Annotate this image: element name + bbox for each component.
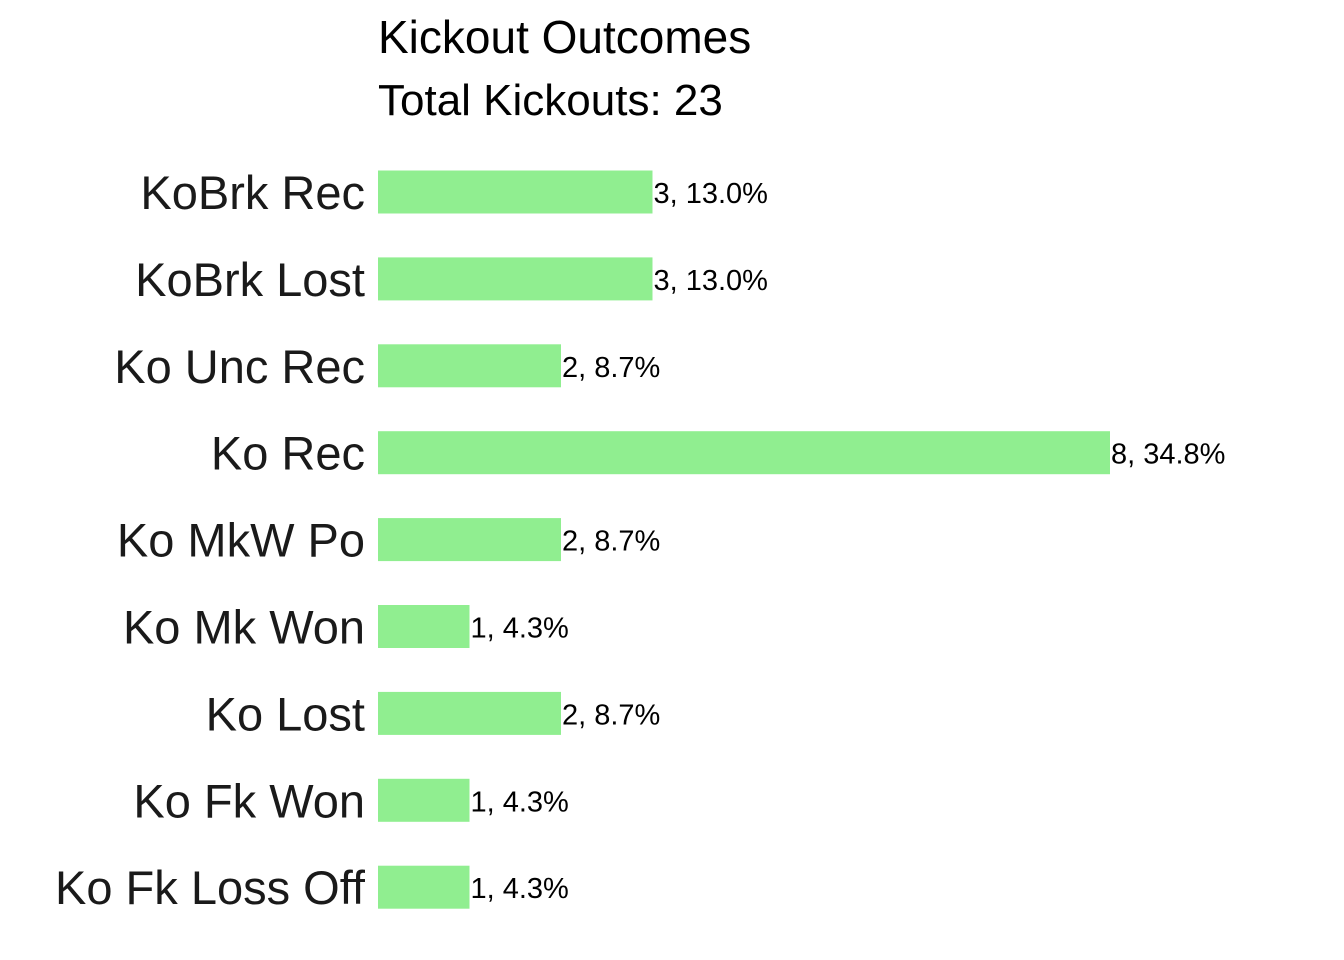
bar [378, 344, 561, 388]
data-label: 2, 8.7% [562, 352, 660, 384]
data-label: 3, 13.0% [654, 178, 768, 210]
category-label: Ko Unc Rec [114, 340, 365, 393]
category-label: Ko Fk Loss Off [55, 861, 366, 914]
data-label: 1, 4.3% [471, 873, 569, 905]
category-label: Ko Rec [211, 427, 365, 480]
category-label: KoBrk Lost [135, 253, 365, 306]
bar [378, 691, 561, 735]
bar [378, 518, 561, 562]
data-label: 1, 4.3% [471, 786, 569, 818]
data-label: 3, 13.0% [654, 265, 768, 297]
bar [378, 431, 1110, 475]
chart-title: Kickout Outcomes [378, 11, 751, 63]
bar [378, 778, 470, 822]
bar [378, 865, 470, 909]
category-label: KoBrk Rec [140, 166, 365, 219]
bars-group: KoBrk Rec 3, 13.0% KoBrk Lost 3, 13.0% Ko Un… [55, 166, 1225, 914]
category-label: Ko MkW Po [117, 514, 365, 567]
category-label: Ko Lost [206, 687, 365, 740]
bar [378, 170, 653, 214]
category-label: Ko Mk Won [123, 601, 365, 654]
bar [378, 605, 470, 648]
bar [378, 257, 653, 301]
data-label: 2, 8.7% [562, 699, 660, 731]
data-label: 8, 34.8% [1111, 439, 1225, 471]
category-label: Ko Fk Won [133, 774, 365, 827]
data-label: 1, 4.3% [471, 613, 569, 645]
data-label: 2, 8.7% [562, 526, 660, 558]
chart-subtitle: Total Kickouts: 23 [378, 76, 723, 125]
